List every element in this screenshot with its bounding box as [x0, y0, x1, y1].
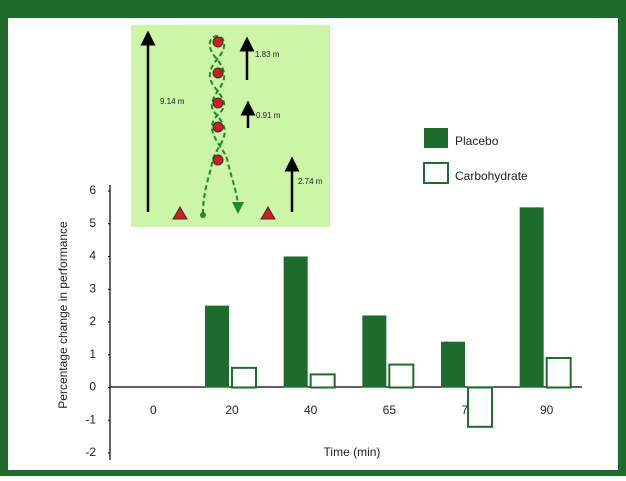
- y-axis-label: Percentage change in performance: [56, 221, 70, 409]
- distance-label: 2.74 m: [298, 177, 323, 186]
- inset-bg: [131, 25, 330, 227]
- bar: [311, 374, 335, 387]
- inset-diagram: 9.14 m 1.83 m 0.91 m 2.74 m: [131, 25, 330, 227]
- distance-label: 0.91 m: [256, 111, 281, 120]
- cone: [213, 37, 223, 47]
- y-tick-label: 3: [89, 281, 96, 295]
- x-tick-label: 0: [150, 403, 157, 417]
- y-tick-label: 4: [89, 249, 96, 263]
- bar: [389, 365, 413, 388]
- y-tick-label: -2: [85, 445, 96, 459]
- distance-label: 9.14 m: [160, 97, 185, 106]
- x-tick-label: 40: [304, 403, 318, 417]
- bar: [205, 306, 229, 388]
- x-axis-label: Time (min): [324, 445, 381, 459]
- start-dot: [200, 212, 206, 218]
- x-tick-label: 65: [383, 403, 397, 417]
- legend-label: Carbohydrate: [455, 169, 528, 183]
- legend-label: Placebo: [455, 134, 499, 148]
- chart: 9.14 m 1.83 m 0.91 m 2.74 m Percentage c…: [0, 0, 626, 476]
- cone: [213, 98, 223, 108]
- bar: [232, 368, 256, 388]
- bar: [547, 358, 571, 387]
- bar: [468, 388, 492, 427]
- cone: [213, 155, 223, 165]
- y-tick-label: 5: [89, 216, 96, 230]
- bar: [441, 342, 465, 388]
- bar: [284, 257, 308, 388]
- x-tick-label: 90: [540, 403, 554, 417]
- bar: [520, 207, 544, 387]
- y-tick-label: 6: [89, 183, 96, 197]
- cone: [213, 68, 223, 78]
- y-tick-label: 2: [89, 314, 96, 328]
- legend-swatch: [424, 128, 448, 148]
- legend-swatch: [424, 163, 448, 183]
- bar: [362, 315, 386, 387]
- cone: [213, 122, 223, 132]
- y-tick-label: 1: [89, 347, 96, 361]
- y-tick-label: 0: [89, 380, 96, 394]
- y-tick-label: -1: [85, 412, 96, 426]
- x-tick-label: 20: [225, 403, 239, 417]
- distance-label: 1.83 m: [255, 50, 280, 59]
